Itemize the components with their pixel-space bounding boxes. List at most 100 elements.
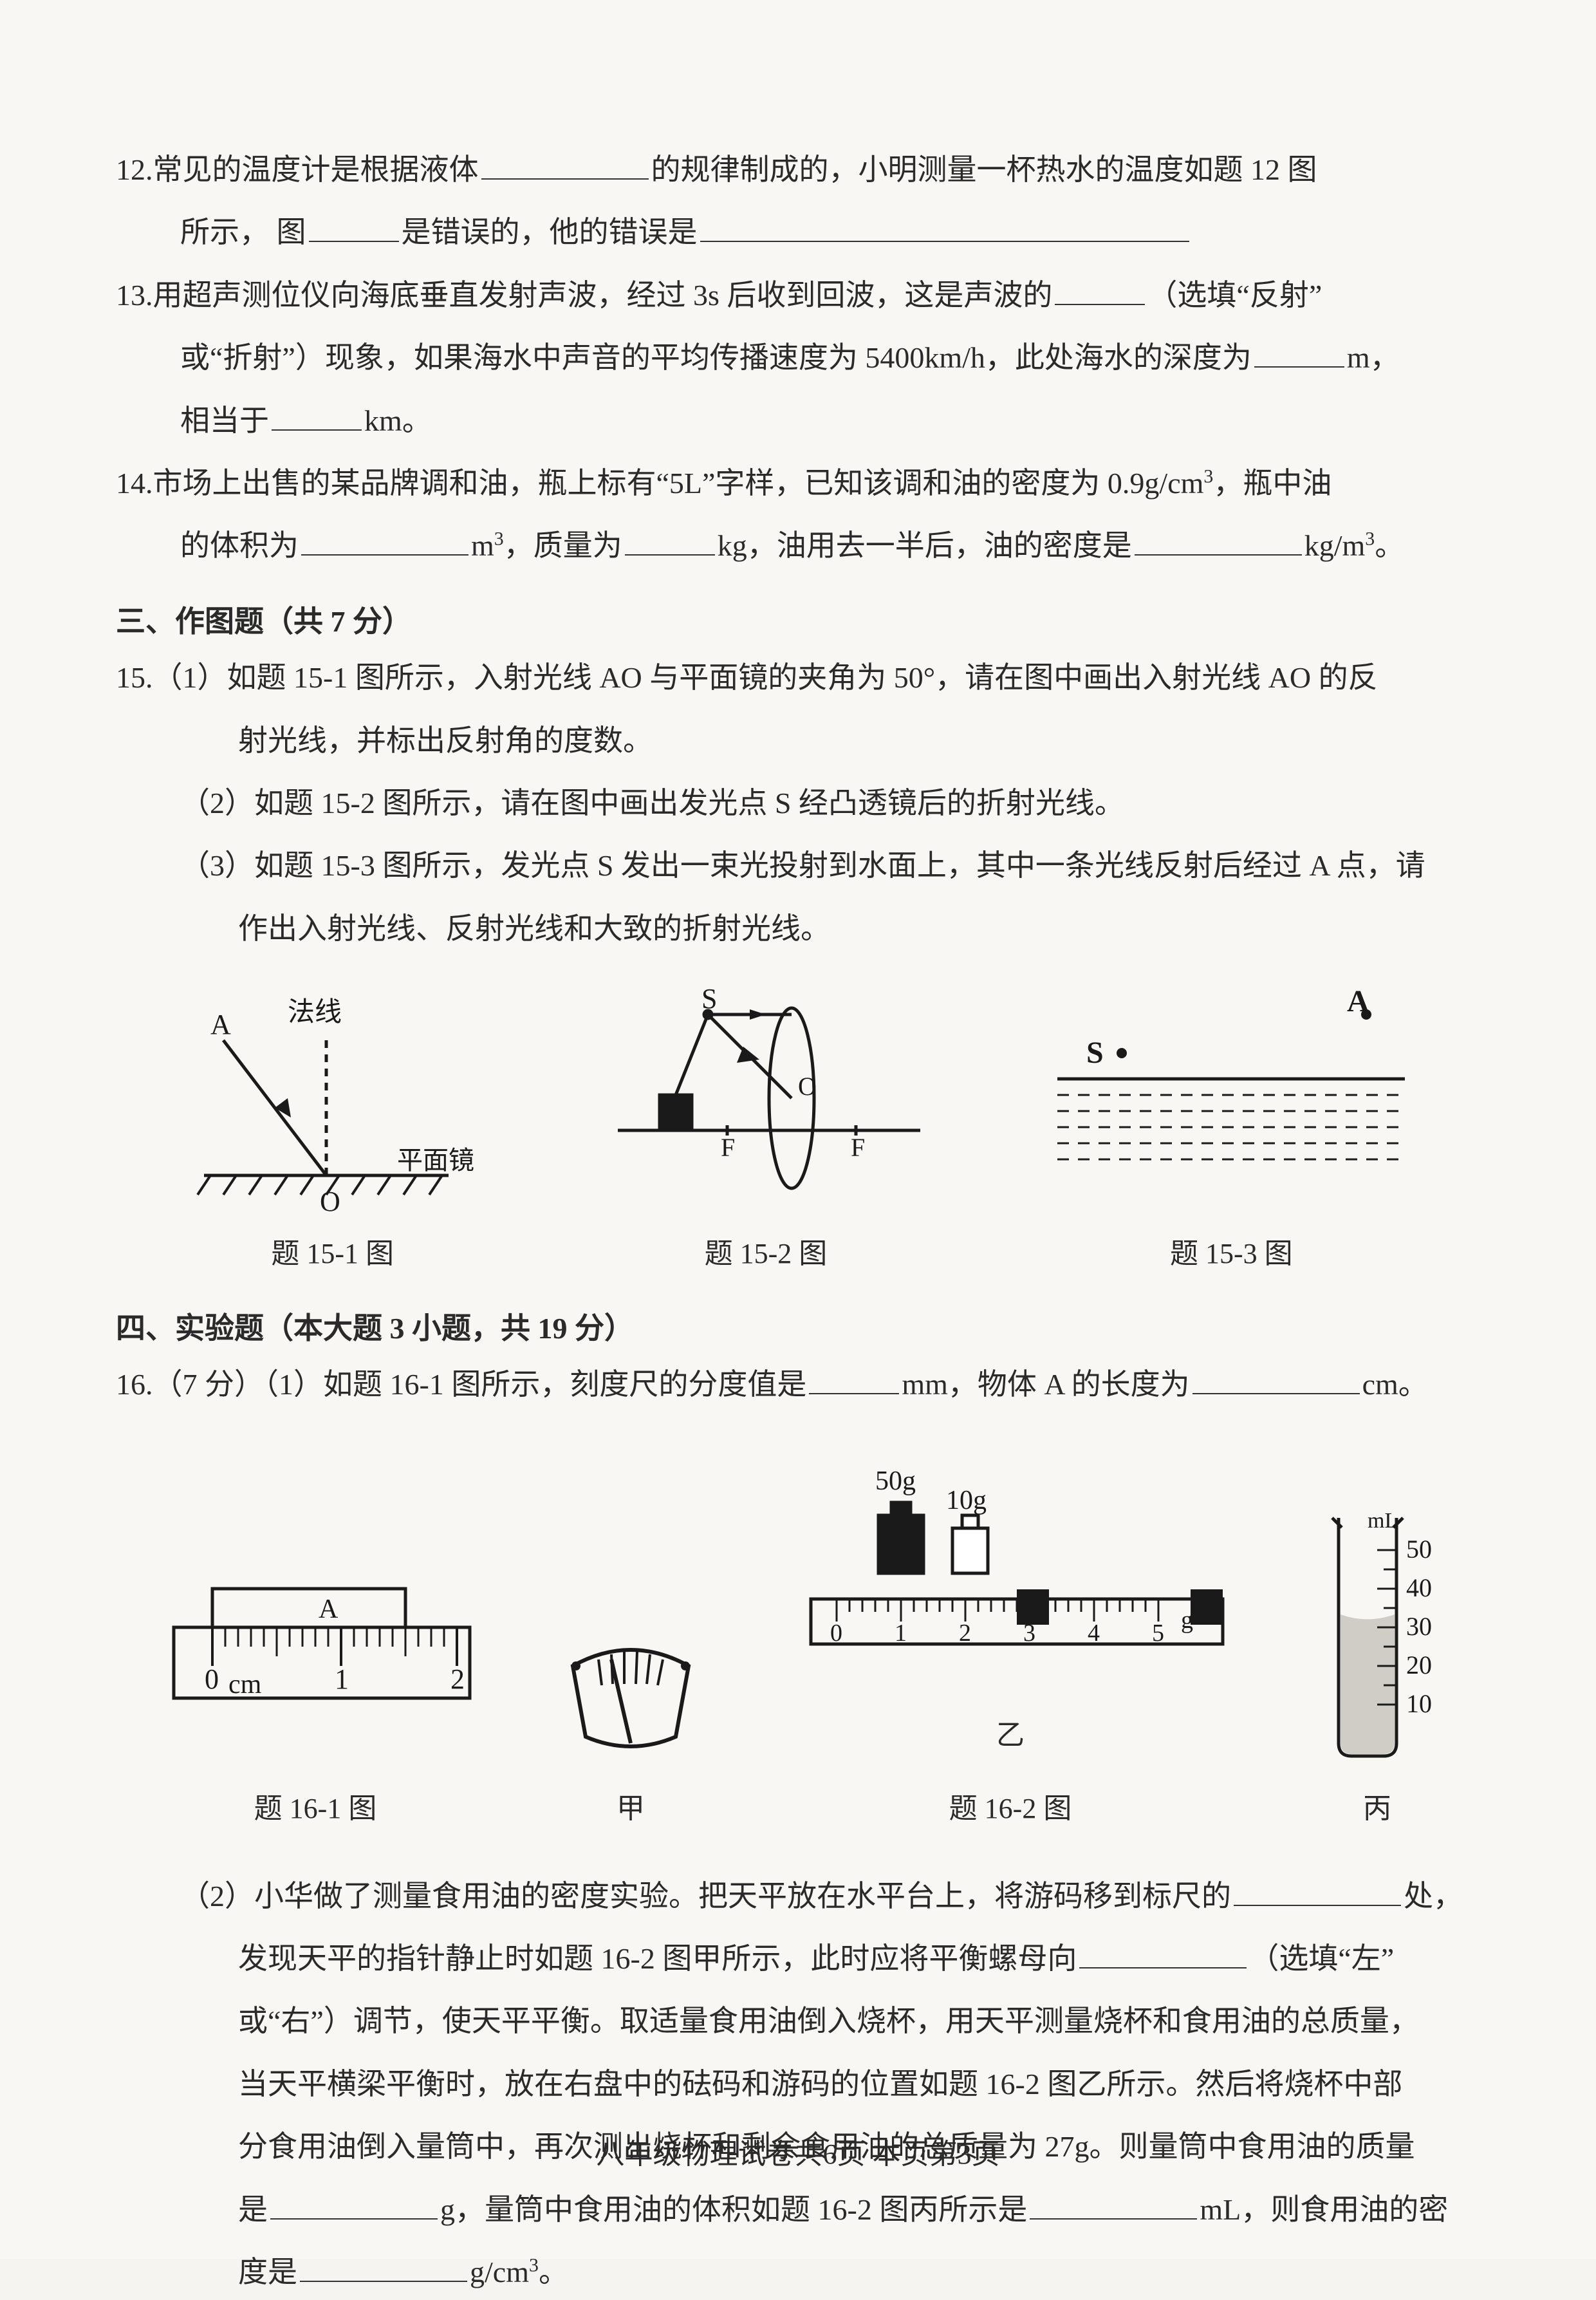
fig16-jia-cap: 甲 <box>547 1782 714 1836</box>
q12-num: 12. <box>116 153 153 186</box>
q13: 13.用超声测位仪向海底垂直发射声波，经过 3s 后收到回波，这是声波的 （选填“… <box>116 267 1480 323</box>
q162-gsup: 3 <box>529 2255 539 2276</box>
q16-p1b: mm，物体 A 的长度为 <box>902 1368 1189 1401</box>
q13-blank1[interactable] <box>1055 274 1145 305</box>
label-Adot: A <box>1347 984 1369 1018</box>
fig16-yi-svg: 50g 10g <box>779 1451 1242 1696</box>
ruler-1: 1 <box>335 1663 349 1695</box>
q14-l2b: m <box>471 529 494 562</box>
q14-sup3: 3 <box>1365 528 1375 550</box>
fig16-1: A 0 cm 1 2 题 16-1 图 <box>148 1544 483 1836</box>
fig15-3: S A 题 15-3 图 <box>1032 982 1431 1281</box>
q14-sup1: 3 <box>1203 466 1213 487</box>
w10: 10g <box>946 1486 987 1515</box>
fig16-bing-cap: 丙 <box>1306 1782 1448 1836</box>
label-O2: O <box>798 1072 817 1101</box>
q14-num: 14. <box>116 467 153 500</box>
label-F1: F <box>721 1133 735 1162</box>
fig15-2-svg: S O F F <box>598 982 933 1214</box>
fig15-2-cap: 题 15-2 图 <box>598 1227 933 1281</box>
q13-l3b: km。 <box>364 404 432 437</box>
q162-blank2[interactable] <box>1079 1938 1247 1968</box>
q162-fb: g，量筒中食用油的体积如题 16-2 图丙所示是 <box>440 2193 1027 2226</box>
q13-num: 13. <box>116 279 153 312</box>
label-Sdot: S <box>1086 1036 1104 1070</box>
q162-b2: （选填“左” <box>1249 1942 1394 1975</box>
q14-blank2[interactable] <box>625 525 715 556</box>
q13-a: 用超声测位仪向海底垂直发射声波，经过 3s 后收到回波，这是声波的 <box>153 279 1053 312</box>
q12-b: 的规律制成的，小明测量一杯热水的温度如题 12 图 <box>651 153 1317 186</box>
q14-l2c: ，质量为 <box>504 529 622 562</box>
q12-l2b: 是错误的，他的错误是 <box>402 216 698 248</box>
q12: 12.常见的温度计是根据液体 的规律制成的，小明测量一杯热水的温度如题 12 图 <box>116 142 1480 198</box>
s1: 1 <box>895 1620 907 1647</box>
fig16-jia-svg <box>547 1627 714 1769</box>
fig15-2: S O F F 题 15-2 图 <box>598 982 933 1281</box>
q162-fa: 是 <box>238 2193 268 2226</box>
fig15-1: A O 法线 平面镜 题 15-1 图 <box>165 982 500 1281</box>
fig16-2-cap: 题 16-2 图 <box>779 1782 1242 1836</box>
q14-a: 市场上出售的某品牌调和油，瓶上标有“5L”字样，已知该调和油的密度为 0.9g/… <box>153 467 1204 500</box>
q12-blank2[interactable] <box>309 211 399 242</box>
q162-blank4[interactable] <box>1030 2189 1197 2220</box>
q14: 14.市场上出售的某品牌调和油，瓶上标有“5L”字样，已知该调和油的密度为 0.… <box>116 455 1480 511</box>
fig15-3-cap: 题 15-3 图 <box>1032 1227 1431 1281</box>
cyl40: 40 <box>1406 1573 1432 1602</box>
q162-fc: mL，则食用油的密 <box>1200 2193 1448 2226</box>
q14-blank1[interactable] <box>301 525 469 556</box>
q13-l3a: 相当于 <box>180 404 269 437</box>
q15-1: 15.（1）如题 15-1 图所示，入射光线 AO 与平面镜的夹角为 50°，请… <box>116 650 1480 706</box>
q16-blank1[interactable] <box>809 1363 899 1394</box>
q15-3b: 作出入射光线、反射光线和大致的折射光线。 <box>116 901 1480 957</box>
q16-2g: 度是g/cm3。 <box>116 2244 1480 2300</box>
q13-l2b: m， <box>1347 341 1400 374</box>
q162-blank1[interactable] <box>1234 1875 1401 1906</box>
q13-b: （选填“反射” <box>1147 279 1322 312</box>
q12-blank3[interactable] <box>700 211 1189 242</box>
page-footer: 八年级物理试卷共6页 本页第3页 <box>0 2127 1596 2182</box>
q13-l2a: 或“折射”）现象，如果海水中声音的平均传播速度为 5400km/h，此处海水的深… <box>180 341 1252 374</box>
q15-2: （2）如题 15-2 图所示，请在图中画出发光点 S 经凸透镜后的折射光线。 <box>116 775 1480 831</box>
q15-3: （3）如题 15-3 图所示，发光点 S 发出一束光投射到水面上，其中一条光线反… <box>116 837 1480 893</box>
q13-blank2[interactable] <box>1254 337 1344 368</box>
q16-p1a: （7 分）（1）如题 16-1 图所示，刻度尺的分度值是 <box>153 1368 807 1401</box>
cyl20: 20 <box>1406 1650 1432 1679</box>
fig16-row: A 0 cm 1 2 题 16-1 图 <box>116 1451 1480 1835</box>
cyl-ml: mL <box>1368 1509 1398 1533</box>
s2: 2 <box>959 1620 971 1647</box>
q12-a: 常见的温度计是根据液体 <box>153 153 479 186</box>
q13-blank3[interactable] <box>272 400 362 431</box>
q162-blank3[interactable] <box>270 2189 438 2220</box>
ruler-cm: cm <box>228 1670 262 1699</box>
exam-page: 12.常见的温度计是根据液体的规律制成的，小明测量一杯热水的温度如题 12 图 … <box>0 0 1596 2259</box>
q162-ga: 度是 <box>238 2256 297 2288</box>
q16-blank2[interactable] <box>1192 1363 1360 1394</box>
q14-blank3[interactable] <box>1135 525 1302 556</box>
fig15-3-svg: S A <box>1032 982 1431 1214</box>
fig16-yi: 50g 10g <box>779 1451 1242 1835</box>
q12-blank1[interactable] <box>481 149 649 180</box>
q12-l2a: 所示， 图 <box>180 216 306 248</box>
label-A: A <box>210 1009 231 1040</box>
q14-l2d: kg，油用去一半后，油的密度是 <box>718 529 1132 562</box>
ruler-A: A <box>319 1594 339 1624</box>
q16-2b: 发现天平的指针静止时如题 16-2 图甲所示，此时应将平衡螺母向（选填“左” <box>116 1931 1480 1987</box>
q15-num: 15. <box>116 661 153 694</box>
sg: g <box>1181 1607 1193 1634</box>
q14-l2e: kg/m <box>1304 529 1366 562</box>
s5: 5 <box>1152 1620 1164 1647</box>
q162-gb: g/cm <box>470 2256 529 2288</box>
fig16-bing-svg: mL 50 40 30 20 10 <box>1306 1499 1448 1769</box>
q16-1: 16.（7 分）（1）如题 16-1 图所示，刻度尺的分度值是 mm，物体 A 的… <box>116 1356 1480 1412</box>
q162-a: （2）小华做了测量食用油的密度实验。把天平放在水平台上，将游码移到标尺的 <box>180 1880 1231 1912</box>
cyl50: 50 <box>1406 1535 1432 1564</box>
q162-blank5[interactable] <box>300 2251 467 2282</box>
label-O: O <box>320 1186 340 1214</box>
q12-l2: 所示， 图 是错误的，他的错误是 <box>116 204 1480 260</box>
fig16-yi-cap: 乙 <box>779 1708 1242 1762</box>
fig15-1-svg: A O 法线 平面镜 <box>165 982 500 1214</box>
fig16-1-svg: A 0 cm 1 2 <box>148 1544 483 1737</box>
label-mirror: 平面镜 <box>397 1146 474 1175</box>
q16-p1c: cm。 <box>1362 1368 1428 1401</box>
q16-num: 16. <box>116 1368 153 1401</box>
